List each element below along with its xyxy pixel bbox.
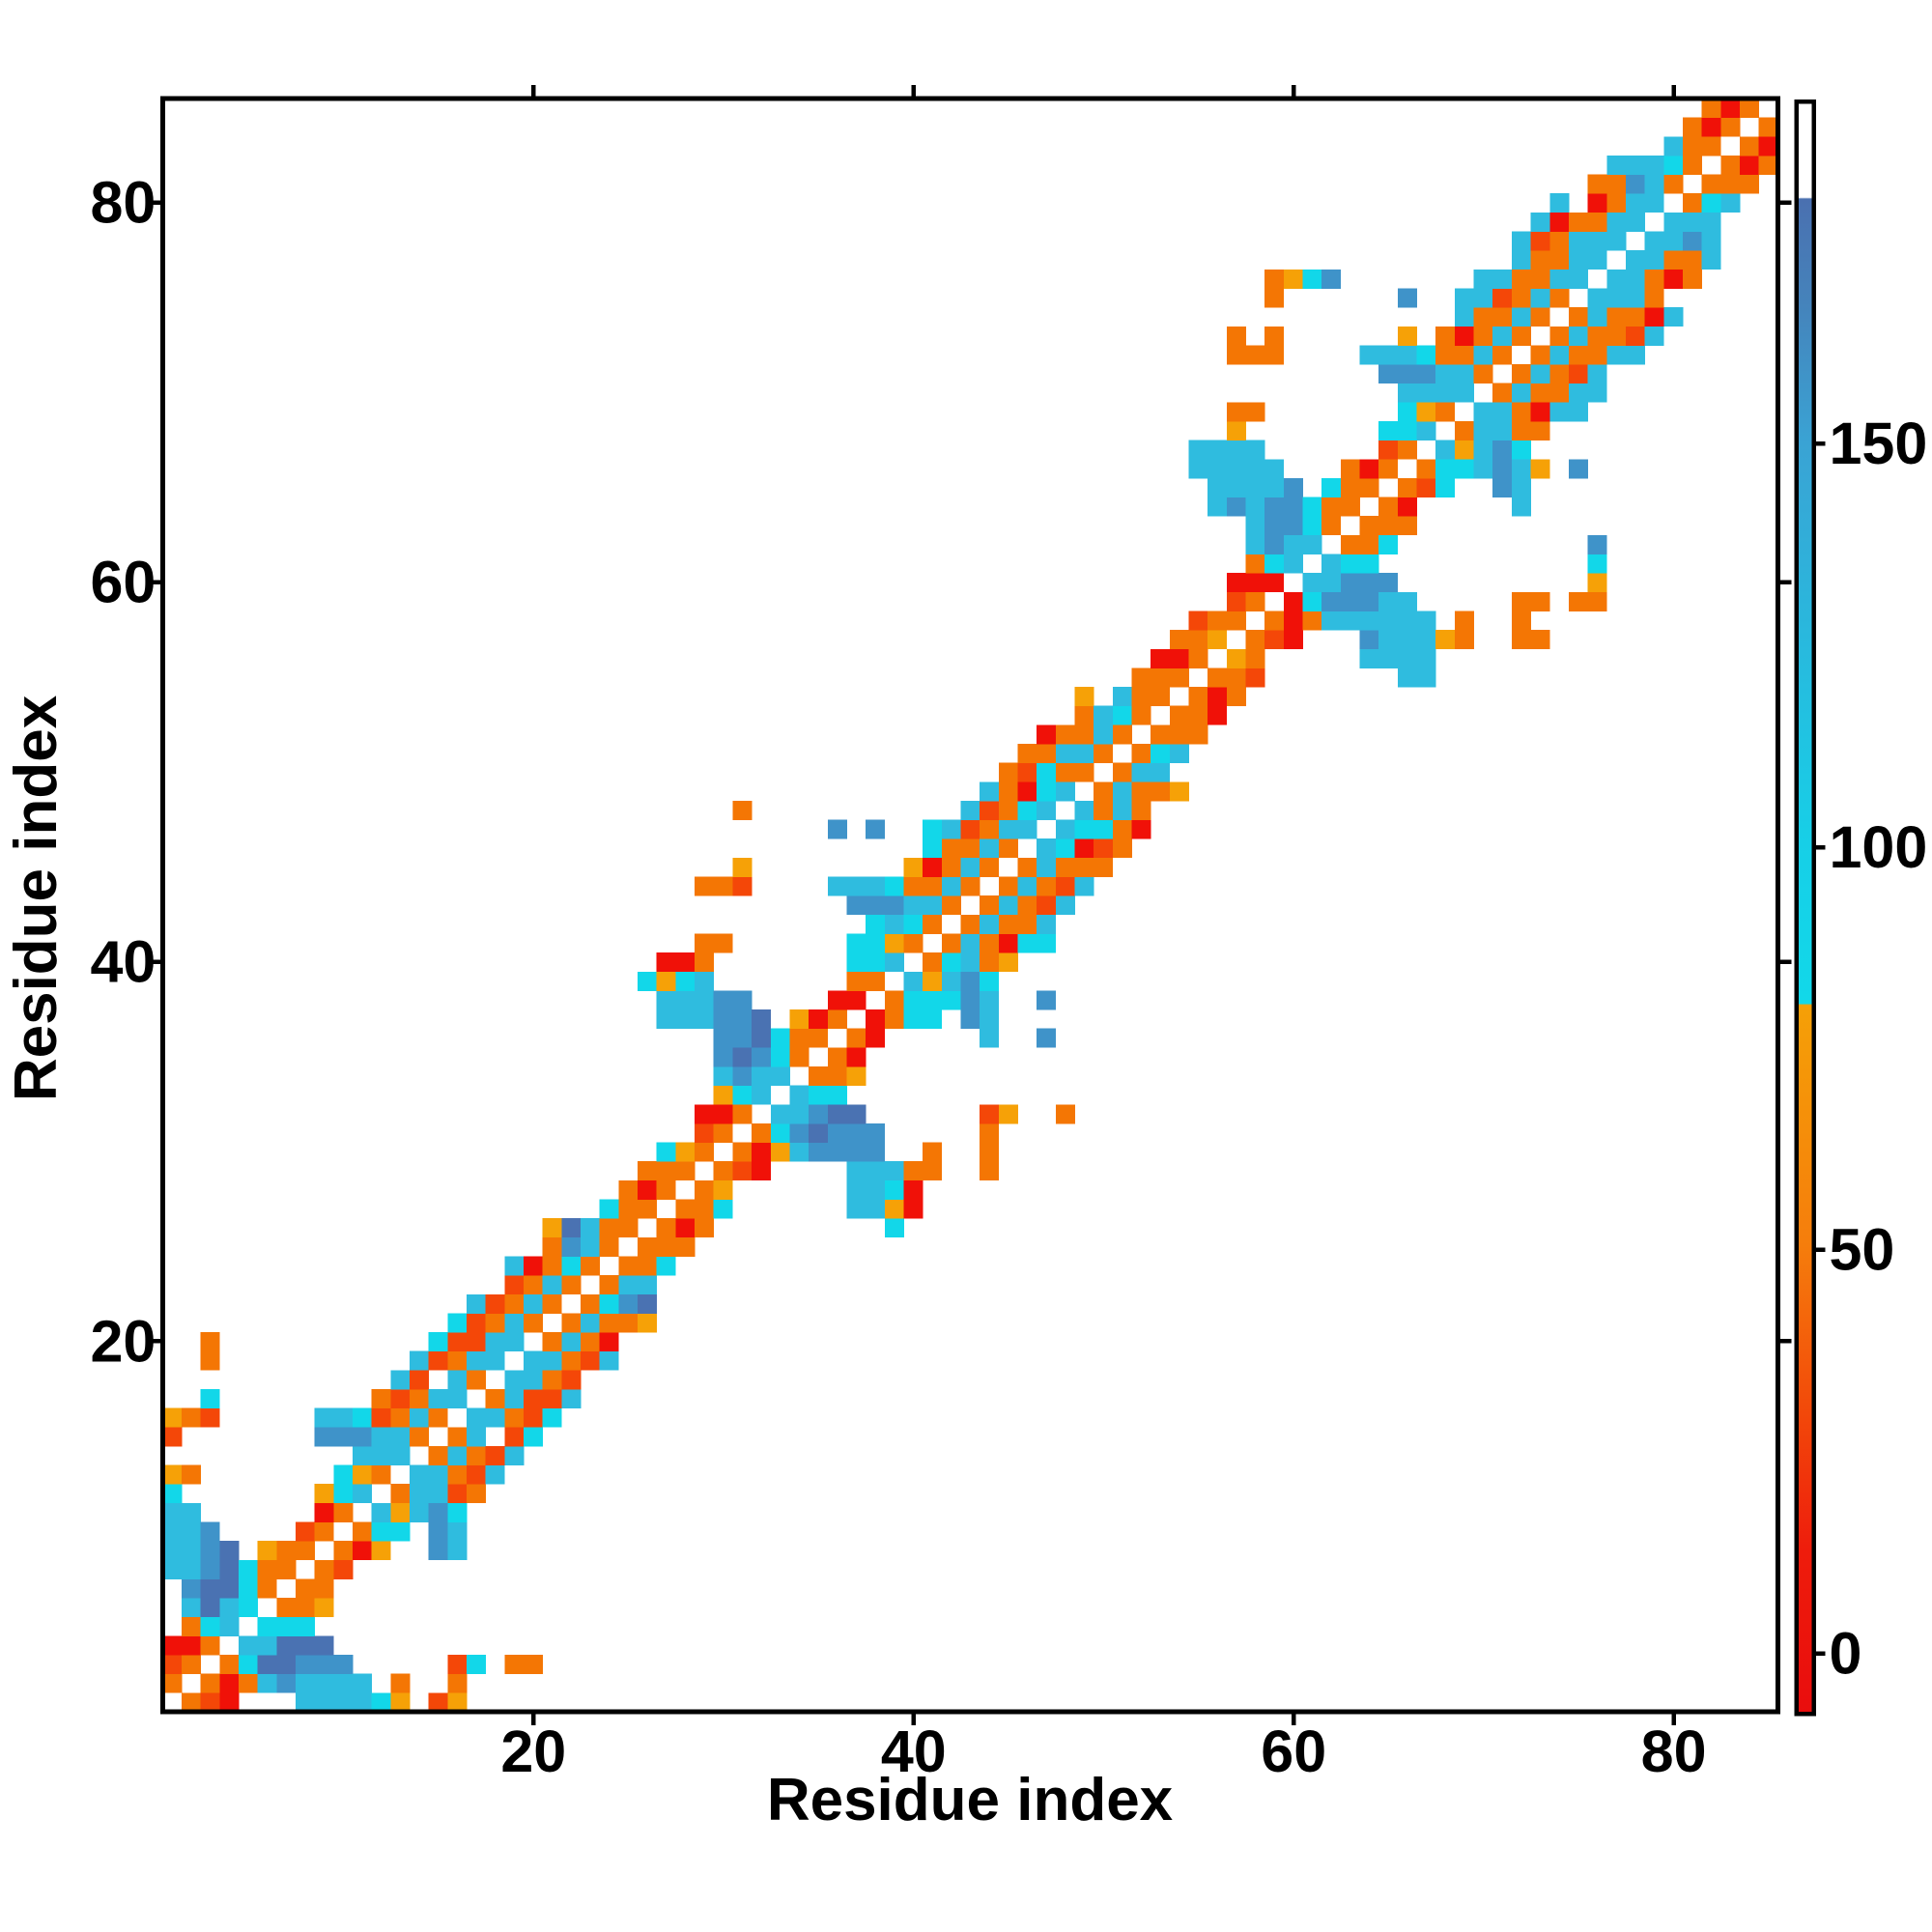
svg-text:60: 60 (1261, 1719, 1326, 1784)
svg-text:150: 150 (1830, 411, 1928, 476)
svg-text:100: 100 (1830, 814, 1928, 880)
svg-text:60: 60 (90, 550, 156, 615)
svg-text:50: 50 (1830, 1217, 1895, 1283)
svg-text:20: 20 (500, 1719, 566, 1784)
svg-text:40: 40 (90, 929, 156, 995)
svg-text:Residue index: Residue index (3, 695, 70, 1101)
svg-text:80: 80 (90, 170, 156, 236)
svg-text:40: 40 (881, 1719, 947, 1784)
svg-text:Residue index: Residue index (767, 1767, 1174, 1833)
svg-text:80: 80 (1641, 1719, 1707, 1784)
svg-text:0: 0 (1830, 1621, 1862, 1687)
svg-text:20: 20 (90, 1308, 156, 1374)
